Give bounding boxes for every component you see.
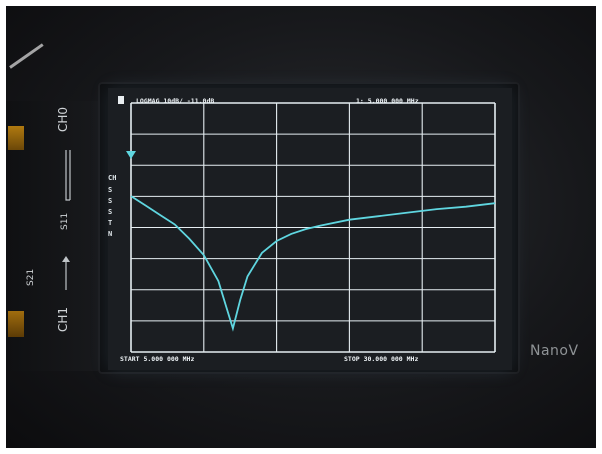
marker-readout: 1: 5.000 000 MHz xyxy=(356,97,419,105)
menu-letter[interactable]: S xyxy=(108,208,113,216)
plot-grid xyxy=(130,102,496,353)
port-ch1-connector[interactable] xyxy=(8,311,24,337)
menu-letter[interactable]: S xyxy=(108,186,113,194)
device-side-panel xyxy=(6,101,116,371)
menu-letter[interactable]: CH xyxy=(108,174,117,182)
trace-format-label: LOGMAG 10dB/ -11.0dB xyxy=(136,97,215,105)
lcd-screen[interactable] xyxy=(108,88,512,370)
menu-letter[interactable]: S xyxy=(108,197,113,205)
menu-letter[interactable]: N xyxy=(108,230,113,238)
s11-trace xyxy=(130,195,496,332)
stop-frequency-label: STOP 30.000 000 MHz xyxy=(344,355,419,363)
channel-indicator xyxy=(118,96,124,104)
start-frequency-label: START 5.000 000 MHz xyxy=(120,355,195,363)
port-ch0-connector[interactable] xyxy=(8,126,24,150)
reference-marker-icon xyxy=(126,151,136,159)
brand-label: NanoV xyxy=(530,343,579,359)
menu-letter[interactable]: T xyxy=(108,219,113,227)
